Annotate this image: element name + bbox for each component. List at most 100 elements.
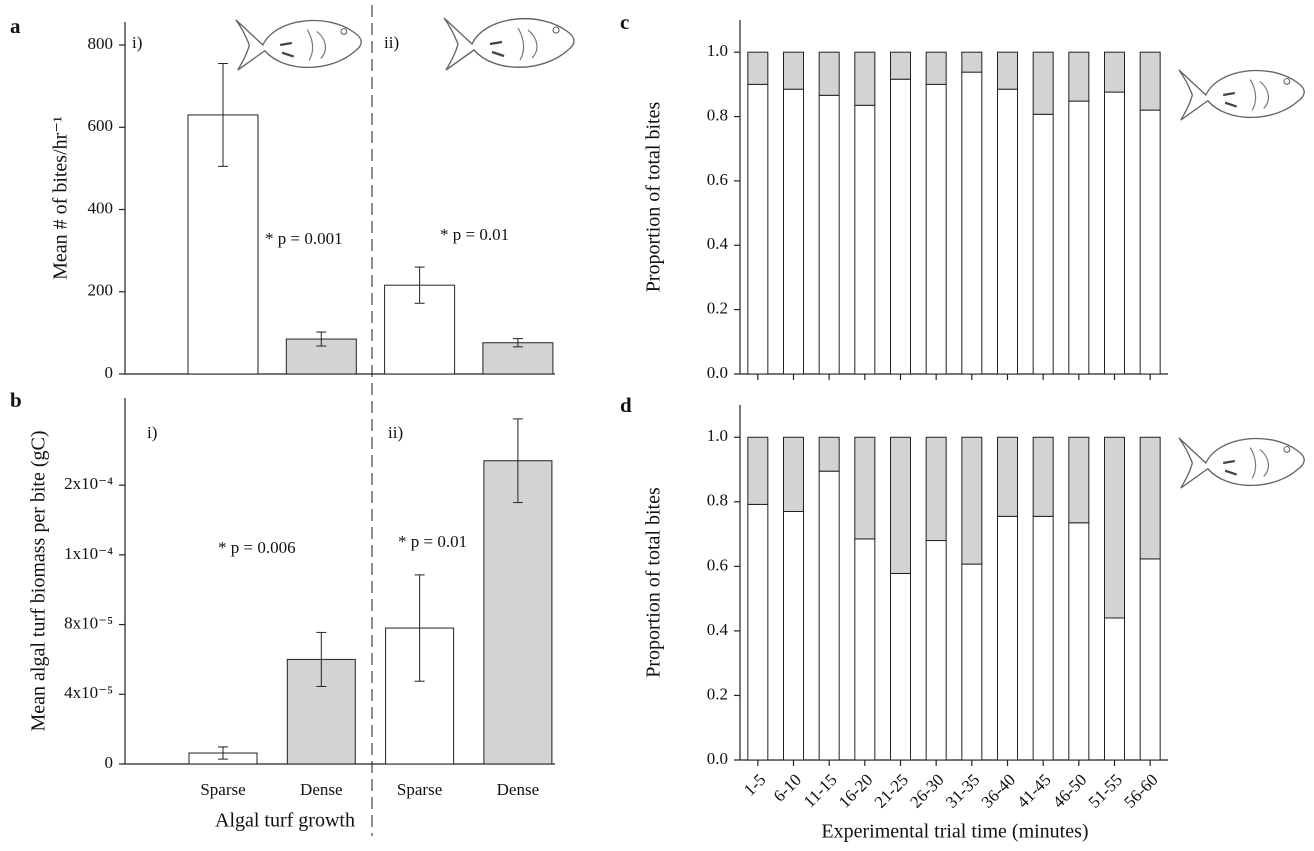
bar-segment (854, 538, 876, 761)
x-tick-label: 16-20 (835, 770, 876, 811)
bar-segment (818, 94, 840, 375)
bar-segment (997, 515, 1018, 761)
y-axis-label: Proportion of total bites (643, 487, 665, 678)
bar-segment (961, 436, 983, 565)
y-tick-label: 400 (88, 198, 114, 217)
bar-segment (925, 436, 947, 542)
y-tick-label: 2x10⁻⁴ (64, 474, 113, 493)
bar-segment (961, 71, 983, 375)
bar-segment (854, 51, 876, 106)
bar-segment (890, 51, 911, 80)
y-axis-label: Proportion of total bites (643, 102, 665, 293)
annotation: * p = 0.01 (440, 225, 509, 244)
x-tick-label: 46-50 (1049, 770, 1090, 811)
annotation: * p = 0.001 (265, 229, 343, 248)
y-axis-label: Mean algal turf biomass per bite (gC) (28, 430, 50, 731)
x-tick-label: Sparse (397, 780, 442, 799)
y-tick-label: 0.4 (707, 620, 729, 639)
bar-segment (997, 88, 1018, 375)
bar-segment (818, 51, 840, 96)
x-tick-label: 6-10 (770, 770, 805, 805)
bar-segment (854, 104, 876, 375)
y-tick-label: 0.8 (707, 105, 728, 124)
x-tick-label: 51-55 (1085, 770, 1126, 811)
fish-drawing (234, 18, 363, 72)
y-tick-label: 600 (88, 116, 114, 135)
annotation: * p = 0.01 (398, 532, 467, 551)
panel-letter: b (10, 388, 22, 412)
bar-segment (961, 51, 983, 73)
annotation: i) (132, 33, 142, 52)
x-tick-label: 21-25 (871, 770, 912, 811)
y-tick-label: 1x10⁻⁴ (64, 544, 113, 563)
bar-segment (1032, 113, 1054, 375)
x-tick-label: Dense (497, 780, 539, 799)
bar-segment (1032, 515, 1054, 761)
x-axis-label: Experimental trial time (minutes) (821, 821, 1088, 843)
x-tick-label: 11-15 (800, 770, 841, 811)
bar-segment (1032, 436, 1054, 517)
bar-segment (997, 436, 1018, 517)
x-tick-label: 56-60 (1120, 770, 1161, 811)
y-tick-label: 1.0 (707, 426, 728, 445)
bar-segment (1068, 436, 1090, 524)
bar-segment (1139, 558, 1161, 761)
annotation: i) (147, 423, 157, 442)
bar-segment (783, 51, 804, 90)
annotation: * p = 0.006 (218, 538, 296, 557)
x-tick-label: 26-30 (906, 770, 947, 811)
y-tick-label: 800 (88, 34, 114, 53)
bar-segment (1104, 91, 1125, 375)
y-tick-label: 0.0 (707, 363, 728, 382)
bar-segment (1032, 51, 1054, 115)
bar-segment (1139, 51, 1161, 111)
x-tick-label: 1-5 (740, 770, 769, 799)
y-tick-label: 0 (105, 753, 114, 772)
bar-segment (1104, 51, 1125, 93)
y-tick-label: 0.2 (707, 684, 728, 703)
y-tick-label: 0.4 (707, 234, 729, 253)
bar-segment (1068, 522, 1090, 761)
y-tick-label: 0.6 (707, 555, 728, 574)
y-tick-label: 0.2 (707, 299, 728, 318)
annotation: ii) (384, 33, 399, 52)
bar-segment (1068, 51, 1090, 102)
bar-segment (925, 83, 947, 375)
y-tick-label: 0.6 (707, 170, 728, 189)
panel-letter: a (10, 14, 21, 38)
bar-segment (747, 436, 769, 505)
y-axis-label: Mean # of bites/hr⁻¹ (50, 116, 72, 280)
panel-letter: d (620, 393, 632, 417)
y-tick-label: 200 (88, 281, 114, 300)
bar-segment (961, 563, 983, 761)
annotation: ii) (388, 423, 403, 442)
x-tick-label: Dense (300, 780, 342, 799)
bar-segment (925, 540, 947, 761)
y-tick-label: 0.0 (707, 749, 728, 768)
bar-segment (783, 436, 804, 513)
bar-segment (747, 83, 769, 375)
bar-segment (1104, 436, 1125, 619)
y-tick-label: 1.0 (707, 41, 728, 60)
bar (483, 460, 553, 765)
bar (482, 342, 554, 375)
y-tick-label: 0.8 (707, 491, 728, 510)
bar-segment (1104, 617, 1125, 761)
bar-segment (1068, 100, 1090, 375)
bar-segment (1139, 436, 1161, 560)
bar-segment (747, 51, 769, 85)
bar-segment (783, 511, 804, 761)
panel-letter: c (620, 10, 629, 34)
fish-drawing (1177, 68, 1306, 122)
x-tick-label: 41-45 (1013, 770, 1054, 811)
y-tick-label: 4x10⁻⁵ (64, 683, 113, 702)
x-axis-label: Algal turf growth (215, 810, 355, 832)
bar-segment (890, 436, 911, 574)
bar-segment (818, 470, 840, 761)
bar-segment (997, 51, 1018, 90)
y-tick-label: 8x10⁻⁵ (64, 613, 113, 632)
bar-segment (890, 78, 911, 375)
bar-segment (854, 436, 876, 540)
bar-segment (783, 88, 804, 375)
